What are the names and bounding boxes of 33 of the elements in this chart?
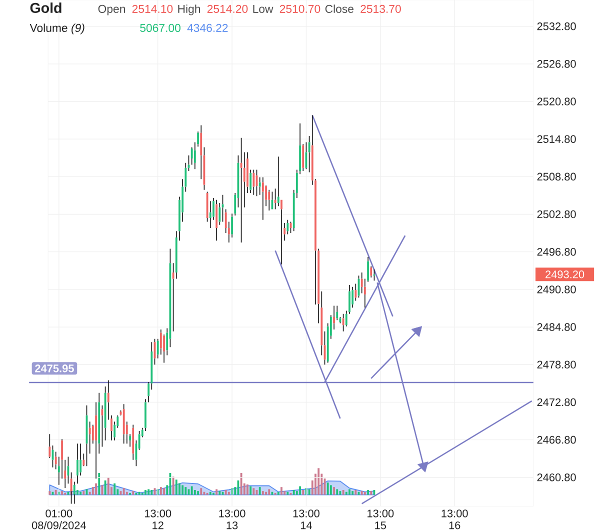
chart-title: Volume (9) — [30, 24, 84, 34]
annotation: High — [178, 4, 200, 16]
annotation: 2510.70 — [280, 4, 320, 13]
y-tick-label: 2484.80 — [537, 323, 576, 331]
text: 2493.20 — [546, 270, 584, 278]
y-tick-label: 2514.80 — [537, 135, 576, 143]
y-tick-label: 2532.80 — [537, 22, 576, 30]
y-tick-label: 2478.80 — [537, 360, 576, 369]
y-tick-label: 2472.80 — [537, 398, 576, 406]
annotation: 2514.10 — [132, 4, 173, 13]
x-tick-label: 13:00 13 — [219, 510, 246, 530]
annotation: 5067.00 — [140, 24, 180, 32]
annotation: Close — [325, 4, 354, 13]
annotation: Low — [253, 5, 274, 13]
x-tick-label: 13:00 16 — [442, 510, 468, 530]
x-tick-label: 13:00 14 — [293, 510, 320, 530]
y-tick-label: 2520.80 — [537, 98, 576, 106]
y-tick-label: 2508.80 — [537, 172, 576, 181]
chart-title: Gold — [30, 2, 62, 13]
y-tick-label: 2490.80 — [537, 286, 576, 294]
y-tick-label: 2502.80 — [537, 210, 576, 218]
x-tick-label: 13:00 12 — [144, 510, 172, 530]
y-tick-label: 2460.80 — [537, 474, 576, 482]
annotation: 4346.22 — [187, 24, 228, 32]
annotation: 2513.70 — [360, 4, 401, 13]
ref-line-label: 2475.95 — [35, 364, 74, 372]
x-tick-label: 13:00 15 — [368, 510, 394, 530]
annotation: Open — [98, 4, 125, 16]
annotation: 2514.20 — [207, 4, 248, 13]
y-tick-label: 2526.80 — [537, 60, 576, 68]
y-tick-label: 2466.80 — [537, 436, 576, 444]
x-tick-label: 01:00 08/09/2024 — [32, 510, 86, 530]
y-tick-label: 2496.80 — [537, 248, 576, 256]
